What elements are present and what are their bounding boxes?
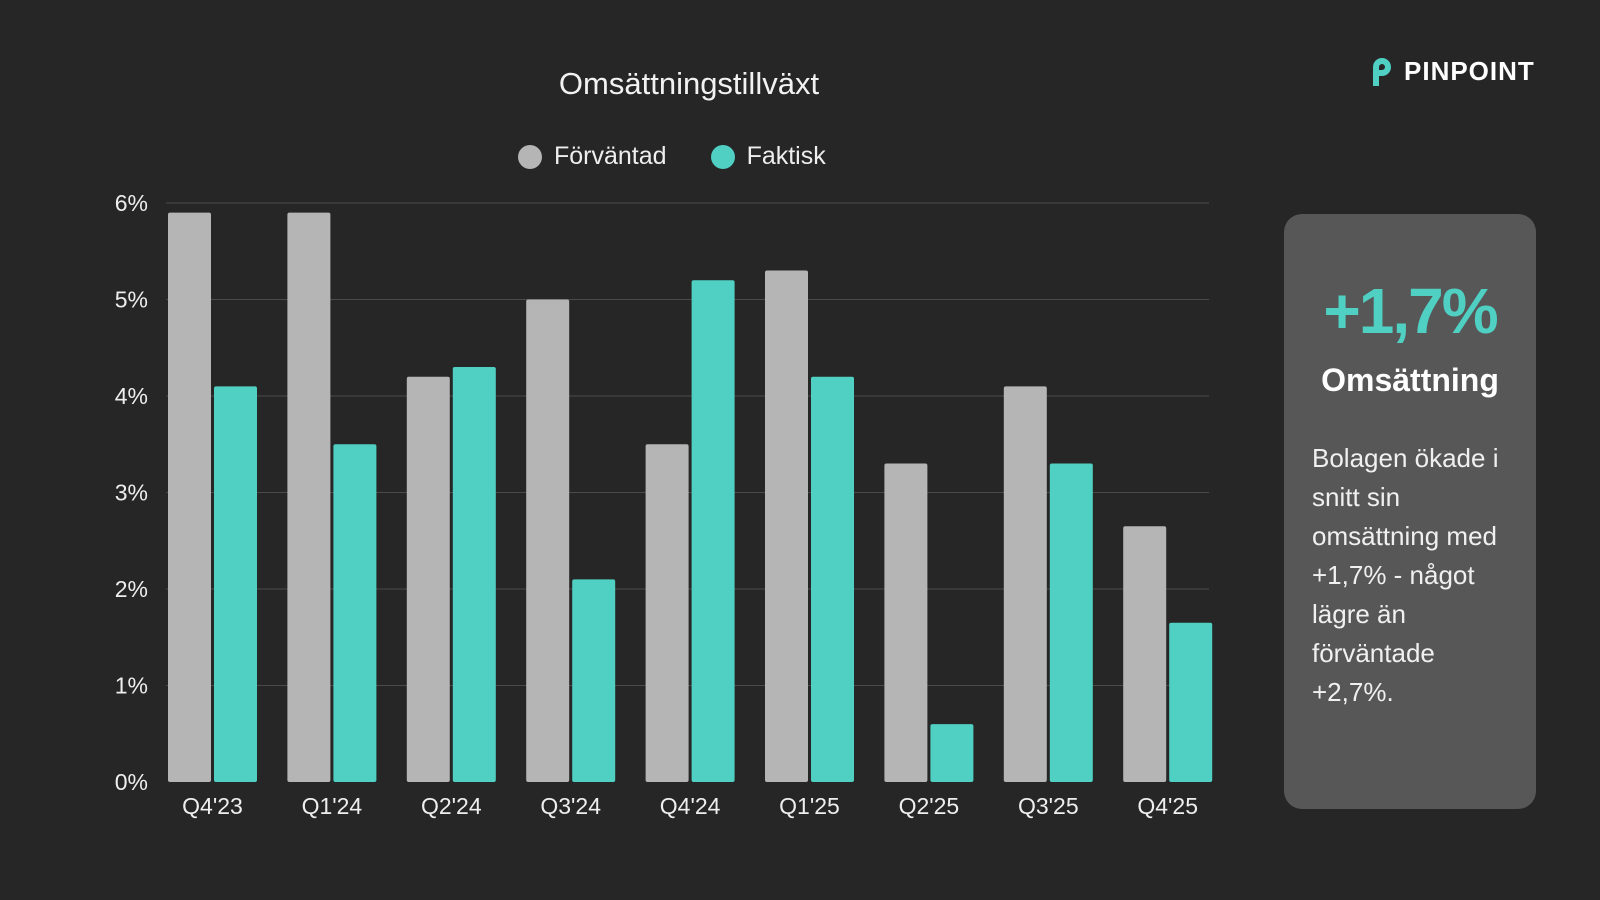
x-tick-label: Q3'25	[1018, 793, 1079, 819]
chart-title: Omsättningstillväxt	[558, 66, 820, 101]
x-tick-label: Q1'24	[302, 793, 363, 819]
x-tick-label: Q3'24	[540, 793, 601, 819]
legend-item-forvantad: Förväntad	[518, 142, 667, 171]
x-tick-label: Q4'23	[182, 793, 243, 819]
legend: Förväntad Faktisk	[518, 142, 826, 171]
pinpoint-logo-icon	[1373, 57, 1391, 86]
legend-item-faktisk: Faktisk	[710, 142, 826, 171]
x-tick-label: Q2'25	[899, 793, 960, 819]
summary-value: +1,7%	[1323, 275, 1498, 347]
y-tick-label: 2%	[115, 576, 148, 602]
y-tick-label: 6%	[115, 190, 148, 216]
y-tick-label: 3%	[115, 480, 148, 506]
bar-forvantad	[645, 444, 689, 782]
logo: PINPOINT	[1370, 56, 1535, 87]
y-tick-label: 1%	[115, 673, 148, 699]
bar-faktisk	[1169, 622, 1213, 782]
x-tick-label: Q1'25	[779, 793, 840, 819]
y-tick-label: 4%	[115, 383, 148, 409]
bar-faktisk	[691, 280, 735, 782]
bar-forvantad	[1003, 386, 1047, 782]
bar-faktisk	[1049, 463, 1093, 782]
bar-forvantad	[1123, 526, 1167, 782]
x-tick-label: Q2'24	[421, 793, 482, 819]
bar-forvantad	[526, 299, 570, 782]
x-tick-label: Q4'24	[660, 793, 721, 819]
y-tick-label: 5%	[115, 287, 148, 313]
bar-forvantad	[765, 270, 808, 782]
summary-description: Bolagen ökade i snitt sin omsättning med…	[1312, 443, 1499, 707]
x-tick-label: Q4'25	[1137, 793, 1198, 819]
bar-forvantad	[406, 376, 450, 782]
legend-label: Faktisk	[746, 142, 826, 170]
bar-faktisk	[930, 724, 974, 782]
legend-swatch	[710, 144, 735, 169]
bar-faktisk	[333, 444, 377, 782]
bar-faktisk	[572, 579, 616, 782]
legend-label: Förväntad	[554, 142, 667, 170]
bar-faktisk	[811, 376, 854, 782]
summary-card: +1,7% Omsättning Bolagen ökade i snitt s…	[1284, 214, 1536, 809]
y-tick-label: 0%	[115, 769, 148, 795]
bar-forvantad	[884, 463, 928, 782]
bar-faktisk	[214, 386, 257, 782]
summary-label: Omsättning	[1321, 362, 1499, 398]
bar-forvantad	[168, 212, 211, 782]
bar-faktisk	[452, 367, 496, 782]
bar-chart: 0% 1% 2% 3% 4% 5% 6% Q4'23 Q1'24 Q2'24 Q3'24 Q4'24 Q…	[115, 190, 1213, 819]
bar-forvantad	[287, 212, 331, 782]
legend-swatch	[518, 144, 542, 169]
brand-name: PINPOINT	[1404, 56, 1535, 86]
